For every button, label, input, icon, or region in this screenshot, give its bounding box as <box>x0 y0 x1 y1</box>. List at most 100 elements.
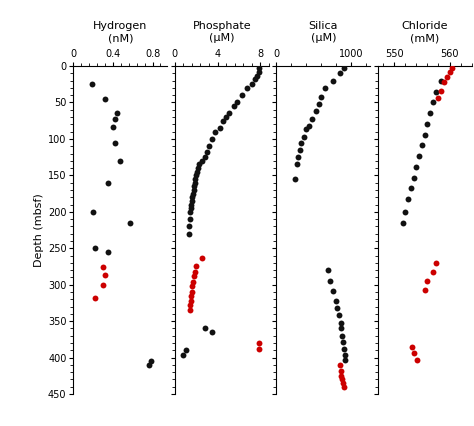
Point <box>340 383 348 390</box>
Point <box>312 108 320 115</box>
Point <box>427 110 434 117</box>
Point <box>329 287 337 294</box>
Point <box>100 264 107 271</box>
Point <box>335 312 342 319</box>
Point <box>226 110 233 117</box>
Point <box>337 70 344 77</box>
Point <box>201 154 209 161</box>
Point <box>194 165 202 172</box>
Point <box>233 99 241 106</box>
Point <box>185 223 193 230</box>
Point <box>147 358 155 365</box>
Point <box>192 172 200 179</box>
Point <box>191 179 199 186</box>
Point <box>101 272 109 279</box>
Point <box>189 190 197 197</box>
Point <box>90 208 97 215</box>
Point <box>196 161 203 168</box>
Point <box>244 84 251 91</box>
Point <box>435 95 442 101</box>
Point <box>248 81 255 88</box>
Point <box>116 157 124 164</box>
Point <box>302 126 310 133</box>
Point <box>339 380 347 386</box>
Point <box>111 139 119 146</box>
Point <box>294 154 302 161</box>
Point <box>205 143 213 150</box>
Point <box>251 76 259 83</box>
Point <box>296 147 303 153</box>
Point <box>432 259 439 266</box>
Point <box>187 208 194 215</box>
Point <box>309 115 316 122</box>
Point <box>188 201 195 208</box>
Point <box>191 268 199 275</box>
Point <box>111 116 119 123</box>
Point <box>410 349 418 356</box>
Point <box>104 179 112 186</box>
Point <box>198 255 205 262</box>
Point <box>298 139 305 146</box>
Point <box>187 205 195 212</box>
Point <box>198 157 205 164</box>
Point <box>340 65 348 72</box>
Point <box>186 216 193 222</box>
Point <box>255 65 263 72</box>
Point <box>412 163 420 170</box>
Point <box>189 283 196 290</box>
Point <box>341 351 349 358</box>
Point <box>100 281 107 288</box>
Point <box>238 92 246 98</box>
Point <box>305 122 312 129</box>
Point <box>329 77 337 84</box>
Point <box>219 117 227 124</box>
Point <box>429 268 437 275</box>
Point <box>342 357 349 363</box>
Title: Hydrogen
(nM): Hydrogen (nM) <box>93 21 147 43</box>
Point <box>326 278 333 285</box>
Point <box>91 294 99 301</box>
Point <box>255 340 263 346</box>
Point <box>182 347 189 354</box>
Point <box>180 352 187 359</box>
Point <box>222 114 230 121</box>
Point <box>421 132 428 139</box>
Point <box>212 128 219 135</box>
Point <box>201 325 209 332</box>
Point <box>209 329 216 336</box>
Point <box>443 74 451 81</box>
Title: Chloride
(mM): Chloride (mM) <box>401 21 448 43</box>
Point <box>189 194 196 201</box>
Point <box>189 278 197 285</box>
Point <box>339 338 346 345</box>
Point <box>188 293 195 300</box>
Point <box>190 183 198 190</box>
Point <box>209 135 216 142</box>
Point <box>126 219 134 226</box>
Point <box>188 288 196 295</box>
Point <box>440 79 448 86</box>
Point <box>424 278 431 285</box>
Point <box>337 319 344 326</box>
Point <box>399 219 406 226</box>
Point <box>185 230 192 237</box>
Point <box>192 263 200 270</box>
Title: Silica
(μM): Silica (μM) <box>309 21 338 43</box>
Point <box>336 362 344 368</box>
Point <box>191 176 199 182</box>
Point <box>255 345 263 352</box>
Title: Phosphate
(μM): Phosphate (μM) <box>192 21 251 43</box>
Point <box>418 141 426 148</box>
Point <box>401 208 409 215</box>
Point <box>145 362 152 368</box>
Point <box>203 149 211 155</box>
Y-axis label: Depth (mbsf): Depth (mbsf) <box>34 193 44 267</box>
Point <box>292 176 299 182</box>
Point <box>337 367 344 374</box>
Point <box>293 161 301 168</box>
Point <box>324 267 332 273</box>
Point <box>113 110 121 117</box>
Point <box>193 168 201 175</box>
Point <box>432 88 439 95</box>
Point <box>424 121 431 128</box>
